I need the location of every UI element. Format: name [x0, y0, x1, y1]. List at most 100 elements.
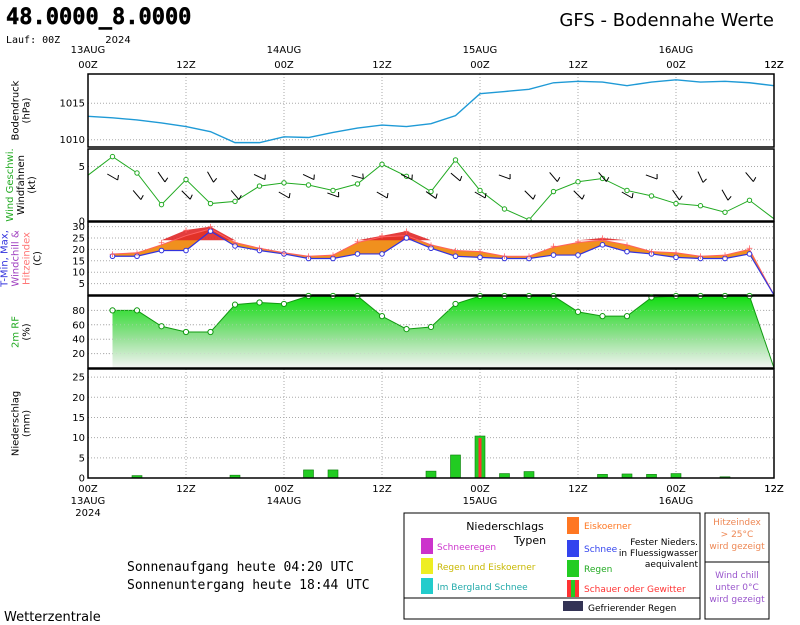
- wind-speed-point: [673, 200, 679, 207]
- top-hour-tick: 12Z: [568, 60, 588, 71]
- y-tick-label: 25: [72, 373, 85, 384]
- y-tick-label: 0: [79, 474, 85, 485]
- rh-point: [623, 313, 631, 320]
- legend-note-line: aequivalent: [645, 560, 699, 570]
- legend-box: [403, 512, 701, 620]
- wind-barb: [524, 190, 534, 200]
- wind-barb: [327, 192, 339, 198]
- heat-marker: +: [697, 252, 705, 262]
- bottom-hour-tick: 12Z: [764, 484, 784, 495]
- heat-marker: +: [378, 232, 386, 242]
- axis-label: 2m RF: [11, 316, 22, 348]
- bottom-date-label: 13AUG: [71, 496, 106, 507]
- top-hour-tick: 00Z: [666, 60, 686, 71]
- tmin-point: [452, 253, 459, 260]
- panel-frame: [87, 73, 775, 148]
- heat-marker: +: [648, 248, 656, 258]
- heat-marker: +: [256, 244, 264, 254]
- legend-title-line: Typen: [513, 534, 546, 547]
- tmin-point: [281, 251, 287, 257]
- wind-barb-feather: [605, 176, 610, 182]
- wind-speed-point: [428, 188, 434, 195]
- bottom-hour-tick: 00Z: [274, 484, 294, 495]
- top-date-label: 16AUG: [659, 45, 694, 56]
- wind-speed-point: [232, 198, 238, 205]
- tmin-point: [354, 251, 361, 257]
- wind-barb: [207, 171, 214, 183]
- heat-marker: +: [231, 239, 239, 249]
- y-tick-label: 20: [72, 393, 85, 404]
- y-tick-label: 25: [72, 233, 85, 244]
- wind-barb-feather: [213, 178, 218, 183]
- precip-shower-bar: [478, 438, 482, 478]
- top-hour-tick: 12Z: [176, 60, 196, 71]
- bottom-hour-tick: 12Z: [372, 484, 392, 495]
- y-tick-label: 60: [72, 320, 85, 331]
- top-date-label: 15AUG: [463, 45, 498, 56]
- wind-barb-feather: [752, 176, 757, 182]
- bottom-year-label: 2024: [75, 508, 100, 519]
- tmin-point: [183, 247, 189, 254]
- chill-note-line: Wind chill: [715, 571, 759, 581]
- y-tick-label: 40: [72, 335, 85, 346]
- wind-speed-point: [158, 201, 165, 208]
- heat-marker: +: [427, 241, 435, 251]
- wind-speed-point: [624, 187, 630, 194]
- chill-note-line: unter 0°C: [715, 583, 759, 593]
- bottom-hour-tick: 12Z: [764, 484, 784, 495]
- wind-barb: [302, 174, 315, 180]
- wind-barb: [745, 172, 754, 182]
- rh-point: [452, 300, 459, 308]
- axis-label: T-Min, Max,: [0, 230, 11, 288]
- legend-swatch: [563, 601, 583, 611]
- legend-label: Schneeregen: [437, 543, 496, 553]
- panel-3: 20 40 60 80 2m RF (%): [11, 292, 775, 369]
- panel-frame: [87, 295, 775, 369]
- heat-marker: +: [746, 244, 754, 254]
- wind-barb-feather: [581, 194, 585, 200]
- wind-barb-feather: [386, 192, 389, 199]
- legend-swatch-inner: [571, 580, 575, 597]
- tmin-point: [501, 255, 508, 262]
- sunrise-text: Sonnenaufgang heute 04:20 UTC: [127, 560, 354, 575]
- axis-label: Wind Geschwi.: [5, 148, 16, 221]
- wind-speed-point: [183, 176, 189, 183]
- wind-speed-point: [281, 180, 287, 186]
- rh-point: [256, 299, 263, 306]
- wind-barb: [253, 174, 266, 180]
- rh-point: [182, 328, 190, 336]
- heat-marker: +: [109, 250, 117, 260]
- heat-marker: +: [280, 249, 288, 259]
- tmin-point: [305, 255, 312, 262]
- tmin-point: [673, 254, 679, 261]
- wind-barb-feather: [288, 192, 291, 199]
- bottom-date-label: 14AUG: [267, 496, 302, 507]
- wind-speed-point: [648, 193, 655, 199]
- y-tick-label: 20: [72, 245, 85, 256]
- wind-barb-feather: [702, 178, 707, 183]
- y-tick-label: 30: [72, 222, 85, 233]
- y-tick-label: 80: [72, 306, 85, 317]
- precip-bar: [425, 470, 437, 479]
- wind-barb-feather: [117, 174, 119, 181]
- bottom-hour-tick: 12Z: [176, 484, 196, 495]
- rh-point: [231, 301, 239, 308]
- rh-point: [427, 323, 435, 331]
- wind-barb: [132, 190, 142, 200]
- top-hour-tick: 12Z: [764, 60, 784, 71]
- precip-bar: [303, 469, 314, 479]
- wind-barb-feather: [484, 192, 487, 199]
- rh-point: [207, 328, 214, 336]
- wind-barb: [376, 191, 388, 199]
- tmin-point: [526, 255, 532, 262]
- top-hour-tick: 00Z: [470, 60, 490, 71]
- wind-barb-feather: [435, 193, 438, 199]
- wind-barb-feather: [164, 177, 169, 183]
- axis-label: Bodendruck: [11, 80, 22, 140]
- legend-label: Regen: [584, 565, 612, 575]
- panel-frame: [87, 221, 775, 296]
- wind-barb: [278, 191, 290, 199]
- sunset-text: Sonnenuntergang heute 18:44 UTC: [127, 578, 370, 593]
- wind-barb-feather: [459, 175, 463, 182]
